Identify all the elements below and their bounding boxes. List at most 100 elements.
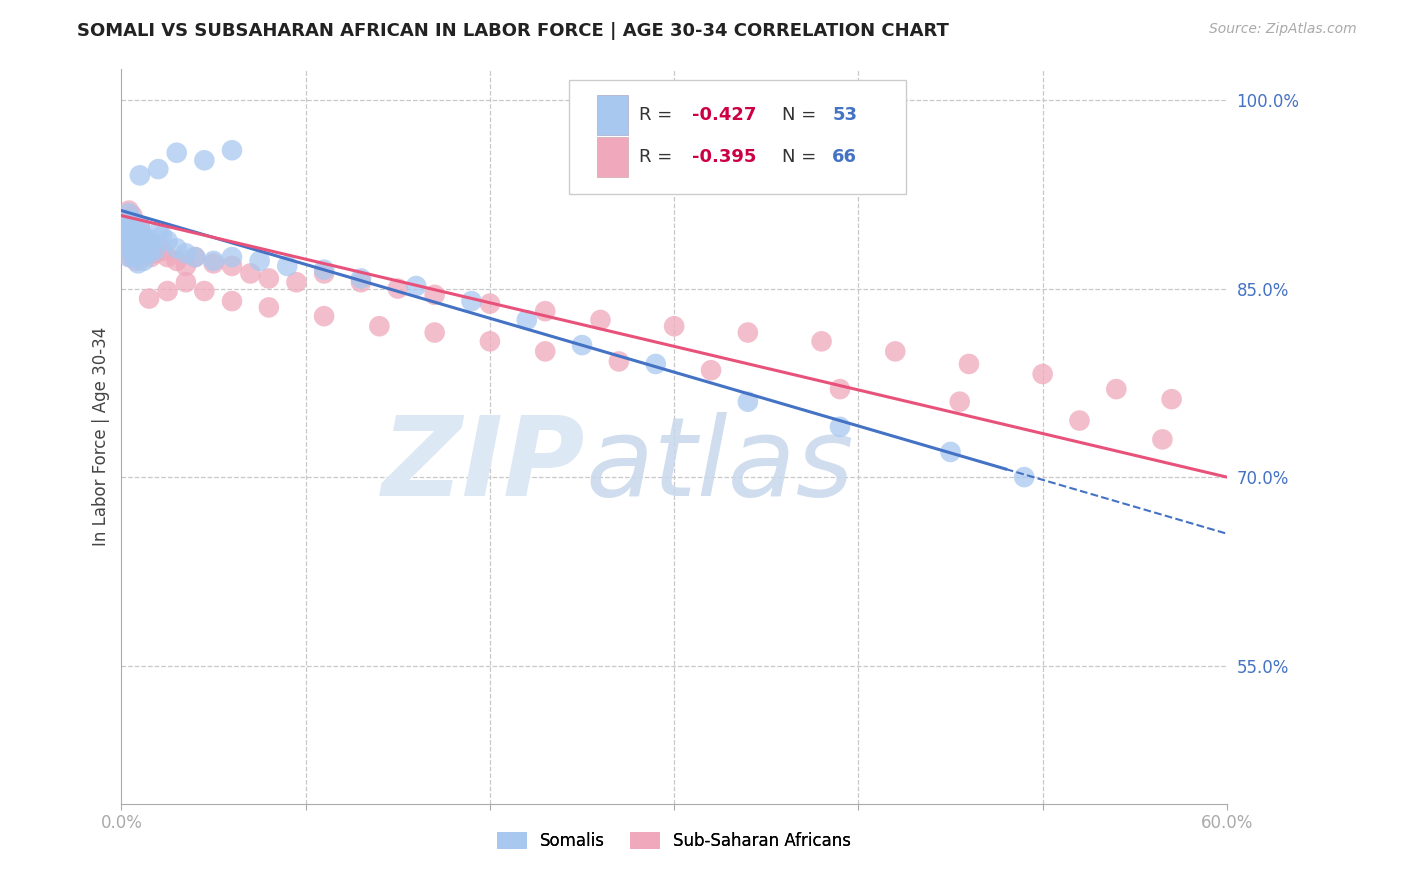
Point [221, 259, 243, 273]
Point [115, 237, 138, 252]
Point [571, 338, 593, 352]
Point [193, 284, 215, 298]
Point [121, 225, 143, 239]
Point [478, 296, 501, 310]
Point [131, 228, 153, 243]
Point [134, 241, 156, 255]
Point [114, 219, 136, 233]
Point [202, 256, 225, 270]
Point [534, 304, 557, 318]
Point [350, 271, 373, 285]
Point [193, 153, 215, 168]
FancyBboxPatch shape [596, 95, 627, 135]
Point [125, 253, 148, 268]
Point [132, 234, 155, 248]
Point [221, 143, 243, 157]
Point [607, 354, 630, 368]
Point [124, 234, 146, 248]
Point [128, 237, 150, 252]
Point [1105, 382, 1128, 396]
Point [148, 225, 170, 239]
Point [478, 334, 501, 349]
Point [139, 250, 162, 264]
Text: Source: ZipAtlas.com: Source: ZipAtlas.com [1209, 22, 1357, 37]
Point [314, 267, 336, 281]
Point [132, 237, 155, 252]
Text: atlas: atlas [586, 412, 855, 519]
Point [138, 241, 160, 255]
Point [174, 275, 197, 289]
Point [184, 250, 207, 264]
Point [156, 234, 179, 248]
Point [139, 237, 162, 252]
Point [148, 162, 170, 177]
Y-axis label: In Labor Force | Age 30-34: In Labor Force | Age 30-34 [93, 326, 110, 546]
Point [249, 253, 271, 268]
Point [460, 294, 482, 309]
Point [156, 284, 179, 298]
Point [131, 246, 153, 260]
Point [1032, 367, 1054, 381]
Point [118, 250, 141, 264]
Point [166, 145, 188, 160]
Text: 66: 66 [832, 148, 858, 166]
Point [810, 334, 832, 349]
Point [368, 319, 391, 334]
Point [939, 445, 962, 459]
Point [949, 394, 972, 409]
Point [128, 219, 150, 233]
Point [148, 237, 170, 252]
Point [737, 394, 759, 409]
Point [589, 313, 612, 327]
Text: ZIP: ZIP [382, 412, 586, 519]
Point [138, 246, 160, 260]
Point [124, 221, 146, 235]
Point [387, 281, 409, 295]
Point [423, 326, 446, 340]
Point [132, 253, 155, 268]
FancyBboxPatch shape [569, 79, 907, 194]
Point [221, 250, 243, 264]
Point [405, 279, 427, 293]
Point [1152, 433, 1174, 447]
Point [737, 326, 759, 340]
Point [128, 219, 150, 233]
Point [128, 244, 150, 258]
Point [114, 221, 136, 235]
Point [143, 244, 166, 258]
Point [150, 228, 173, 243]
Point [166, 253, 188, 268]
Point [120, 241, 142, 255]
Point [115, 225, 138, 239]
Point [115, 228, 138, 243]
Point [121, 212, 143, 227]
Point [120, 219, 142, 233]
Point [174, 246, 197, 260]
Point [118, 203, 141, 218]
Point [257, 301, 280, 315]
Point [1069, 413, 1091, 427]
Point [127, 228, 149, 243]
Point [166, 241, 188, 255]
Point [257, 271, 280, 285]
Point [121, 209, 143, 223]
Point [285, 275, 308, 289]
Point [202, 253, 225, 268]
Point [136, 231, 159, 245]
Point [662, 319, 685, 334]
Text: N =: N = [783, 106, 823, 124]
FancyBboxPatch shape [596, 136, 627, 177]
Point [957, 357, 980, 371]
Point [884, 344, 907, 359]
Point [1160, 392, 1182, 406]
Point [131, 227, 153, 242]
Point [125, 244, 148, 258]
Point [423, 288, 446, 302]
Point [138, 292, 160, 306]
Point [120, 250, 142, 264]
Point [1012, 470, 1035, 484]
Text: R =: R = [638, 148, 678, 166]
Point [239, 267, 262, 281]
Text: N =: N = [783, 148, 823, 166]
Legend: Somalis, Sub-Saharan Africans: Somalis, Sub-Saharan Africans [488, 823, 860, 858]
